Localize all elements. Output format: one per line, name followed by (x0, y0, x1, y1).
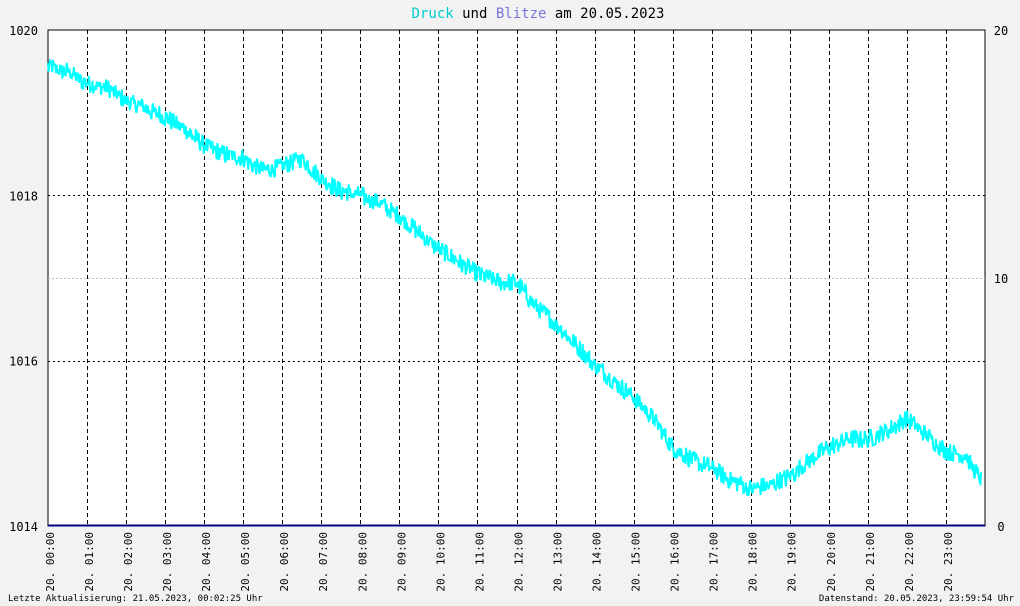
title-blitze: Blitze (496, 6, 547, 22)
x-tick-label: 20. 11:00 (473, 532, 486, 592)
chart-title: Druck und Blitze am 20.05.2023 (412, 6, 665, 22)
x-tick-label: 20. 16:00 (669, 532, 682, 592)
x-tick-label: 20. 03:00 (161, 532, 174, 592)
x-tick-label: 20. 14:00 (591, 532, 604, 592)
x-tick-label: 20. 12:00 (513, 532, 526, 592)
y-tick-left: 1020 (9, 24, 38, 38)
y-axis-left: 1014 1016 1018 1020 (9, 24, 38, 534)
x-tick-label: 20. 22:00 (903, 532, 916, 592)
y-tick-right: 20 (994, 24, 1008, 38)
x-tick-label: 20. 09:00 (395, 532, 408, 592)
x-tick-label: 20. 07:00 (317, 532, 330, 592)
x-tick-label: 20. 00:00 (44, 532, 57, 592)
y-tick-right: 0 (997, 520, 1004, 534)
y-tick-left: 1014 (9, 520, 38, 534)
title-und: und (454, 6, 496, 22)
x-tick-label: 20. 17:00 (708, 532, 721, 592)
x-tick-label: 20. 06:00 (278, 532, 291, 592)
x-tick-label: 20. 15:00 (630, 532, 643, 592)
druck-series (47, 59, 983, 497)
footer-last-update: Letzte Aktualisierung: 21.05.2023, 00:02… (8, 594, 263, 604)
x-tick-label: 20. 18:00 (747, 532, 760, 592)
x-tick-label: 20. 10:00 (434, 532, 447, 592)
title-date: am 20.05.2023 (546, 6, 664, 22)
x-tick-label: 20. 19:00 (786, 532, 799, 592)
x-tick-label: 20. 02:00 (122, 532, 135, 592)
druck-line (47, 59, 983, 497)
title-druck: Druck (412, 6, 455, 22)
y-axis-right: 0 10 20 (994, 24, 1008, 534)
x-tick-label: 20. 04:00 (200, 532, 213, 592)
x-tick-label: 20. 21:00 (864, 532, 877, 592)
y-tick-left: 1018 (9, 189, 38, 203)
x-axis: 20. 00:00 20. 01:00 20. 02:00 20. 03:00 20. … (44, 532, 955, 592)
x-tick-label: 20. 23:00 (942, 532, 955, 592)
y-tick-left: 1016 (9, 355, 38, 369)
x-tick-label: 20. 05:00 (239, 532, 252, 592)
x-tick-label: 20. 01:00 (83, 532, 96, 592)
y-tick-right: 10 (994, 272, 1008, 286)
x-tick-label: 20. 13:00 (552, 532, 565, 592)
x-tick-label: 20. 20:00 (825, 532, 838, 592)
footer-data-status: Datenstand: 20.05.2023, 23:59:54 Uhr (819, 594, 1015, 604)
x-tick-label: 20. 08:00 (356, 532, 369, 592)
